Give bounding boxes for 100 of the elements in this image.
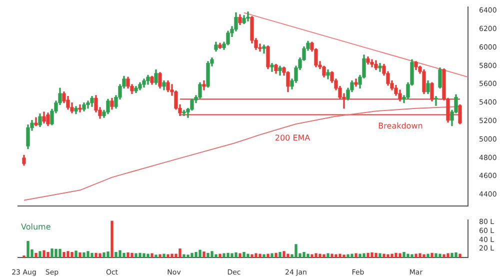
bar [50, 248, 54, 258]
bar [162, 254, 166, 258]
bar [442, 254, 446, 258]
bar [34, 252, 38, 258]
bar [78, 252, 82, 258]
bar [322, 254, 326, 258]
bar [26, 240, 30, 258]
bar [390, 254, 394, 258]
bar [422, 254, 426, 258]
bar [190, 252, 194, 258]
candlestick [78, 104, 82, 112]
bar [178, 248, 182, 258]
bar [350, 254, 354, 258]
bar [70, 252, 74, 258]
bar [206, 252, 210, 258]
bar [426, 254, 430, 258]
bar [154, 254, 158, 258]
bar [302, 252, 306, 258]
bar [138, 252, 142, 258]
bar [434, 253, 438, 258]
bar [98, 253, 102, 258]
bar [366, 252, 370, 258]
bar [58, 248, 62, 258]
bar [214, 254, 218, 258]
bar [326, 253, 330, 258]
bar [310, 254, 314, 258]
bar [142, 253, 146, 258]
bar [242, 252, 246, 258]
bar [362, 253, 366, 258]
bar [286, 254, 290, 258]
bar [122, 252, 126, 258]
bar [418, 253, 422, 258]
bar [218, 254, 222, 258]
bar [270, 253, 274, 258]
bar [438, 254, 442, 258]
bar [254, 253, 258, 258]
bar [398, 253, 402, 258]
bar [250, 254, 254, 258]
bar [38, 251, 42, 258]
bar [86, 251, 90, 258]
bar [346, 254, 350, 258]
bar [446, 253, 450, 258]
bar [414, 254, 418, 258]
chart-title: Volume [21, 222, 51, 232]
bar [74, 250, 78, 258]
bar [262, 254, 266, 258]
bar [110, 220, 114, 258]
bar [158, 254, 162, 258]
bar [106, 252, 110, 258]
candlestick [202, 80, 206, 90]
bar [358, 254, 362, 258]
bar [102, 252, 106, 258]
bar [134, 253, 138, 258]
bar [186, 254, 190, 258]
bar [230, 253, 234, 258]
bar [246, 254, 250, 258]
bar [202, 252, 206, 258]
bar [342, 254, 346, 258]
bar [234, 252, 238, 258]
bar [226, 252, 230, 258]
bar [42, 250, 46, 258]
bar [338, 254, 342, 258]
annotation: Breakdown [378, 121, 423, 130]
bar [278, 252, 282, 258]
bar [394, 252, 398, 258]
bar [194, 252, 198, 258]
bar [166, 254, 170, 258]
bar [354, 253, 358, 258]
bar [66, 251, 70, 258]
bar [334, 254, 338, 258]
bar [222, 253, 226, 258]
bar [182, 254, 186, 258]
bar [62, 252, 66, 258]
bar [126, 252, 130, 258]
bar [46, 252, 50, 258]
bar [410, 254, 414, 258]
bar [374, 252, 378, 258]
bar [210, 251, 214, 258]
bar [318, 254, 322, 258]
bar [282, 251, 286, 258]
bar [258, 254, 262, 258]
bar [378, 253, 382, 258]
bar [146, 254, 150, 258]
bar [450, 252, 454, 258]
bar [314, 253, 318, 258]
bar [454, 252, 458, 258]
bar [114, 252, 118, 258]
bar [118, 250, 122, 258]
bar [402, 252, 406, 258]
bar [90, 252, 94, 258]
bar [458, 254, 462, 258]
bar [386, 254, 390, 258]
candlestick [246, 11, 250, 22]
bar [406, 254, 410, 258]
candlestick [434, 96, 438, 106]
bar [54, 248, 58, 258]
bar [266, 254, 270, 258]
bar [238, 253, 242, 258]
bar [294, 244, 298, 258]
annotation: 200 EMA [274, 133, 311, 142]
